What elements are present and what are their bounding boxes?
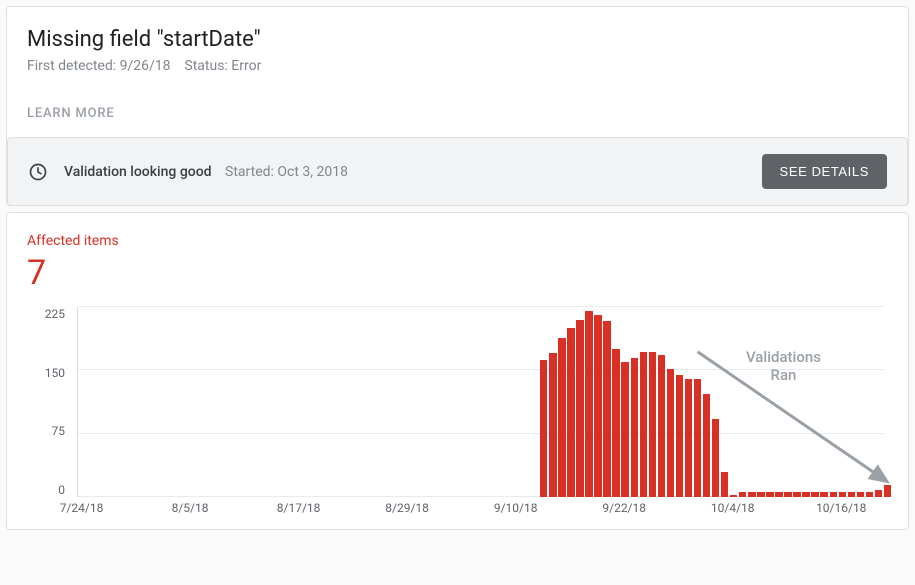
x-tick: 8/5/18 [172,501,209,515]
x-tick: 10/4/18 [711,501,755,515]
affected-items-card: Affected items 7 225 150 75 0 ValidationsRa… [6,212,909,530]
see-details-button[interactable]: SEE DETAILS [762,154,887,189]
validation-message: Validation looking good [64,164,212,180]
bar [558,338,565,497]
y-tick: 150 [31,366,65,380]
bar [594,315,601,497]
bar [631,358,638,497]
y-tick: 0 [31,483,65,497]
bar [703,394,710,497]
validation-started-label: Started: [225,164,274,180]
bar [884,485,891,497]
learn-more-link[interactable]: LEARN MORE [27,106,114,121]
x-tick: 10/16/18 [816,501,866,515]
error-header-card: Missing field "startDate" First detected… [6,6,909,206]
affected-items-count: 7 [27,253,892,293]
x-axis: 7/24/188/5/188/17/188/29/189/10/189/22/1… [77,497,884,517]
x-tick: 8/29/18 [385,501,429,515]
status-label: Status: [184,58,227,74]
bar [540,360,547,497]
affected-items-label: Affected items [27,233,892,249]
bar [585,311,592,497]
bar [667,369,674,497]
first-detected-label: First detected: [27,58,116,74]
bar [694,379,701,497]
bar [576,320,583,497]
y-tick: 75 [31,424,65,438]
y-tick: 225 [31,307,65,321]
bar [712,419,719,497]
bar [875,490,882,497]
x-tick: 9/22/18 [602,501,646,515]
first-detected-value: 9/26/18 [120,58,171,74]
bar [621,362,628,497]
x-tick: 9/10/18 [494,501,538,515]
status-value: Error [231,58,261,74]
bar [612,349,619,497]
bar [640,352,647,497]
x-tick: 7/24/18 [60,501,104,515]
bar [658,355,665,497]
x-tick: 8/17/18 [277,501,321,515]
clock-icon [28,162,48,182]
bar [676,375,683,497]
validation-started-value: Oct 3, 2018 [277,164,348,180]
affected-items-chart: 225 150 75 0 ValidationsRan 7/24/18 8/5/18 8/… [31,307,884,517]
bar [685,379,692,497]
bar [603,321,610,497]
bar [549,353,556,497]
bar [721,472,728,497]
error-subline: First detected: 9/26/18 Status: Error [27,58,888,74]
bar [649,352,656,497]
bar [567,328,574,497]
validation-status-bar: Validation looking good Started: Oct 3, … [7,137,908,206]
validation-text: Validation looking good Started: Oct 3, … [64,164,348,180]
y-axis: 225 150 75 0 [31,307,71,497]
plot-area: ValidationsRan [77,307,884,497]
page-title: Missing field "startDate" [27,27,888,52]
bars-container [78,307,884,497]
